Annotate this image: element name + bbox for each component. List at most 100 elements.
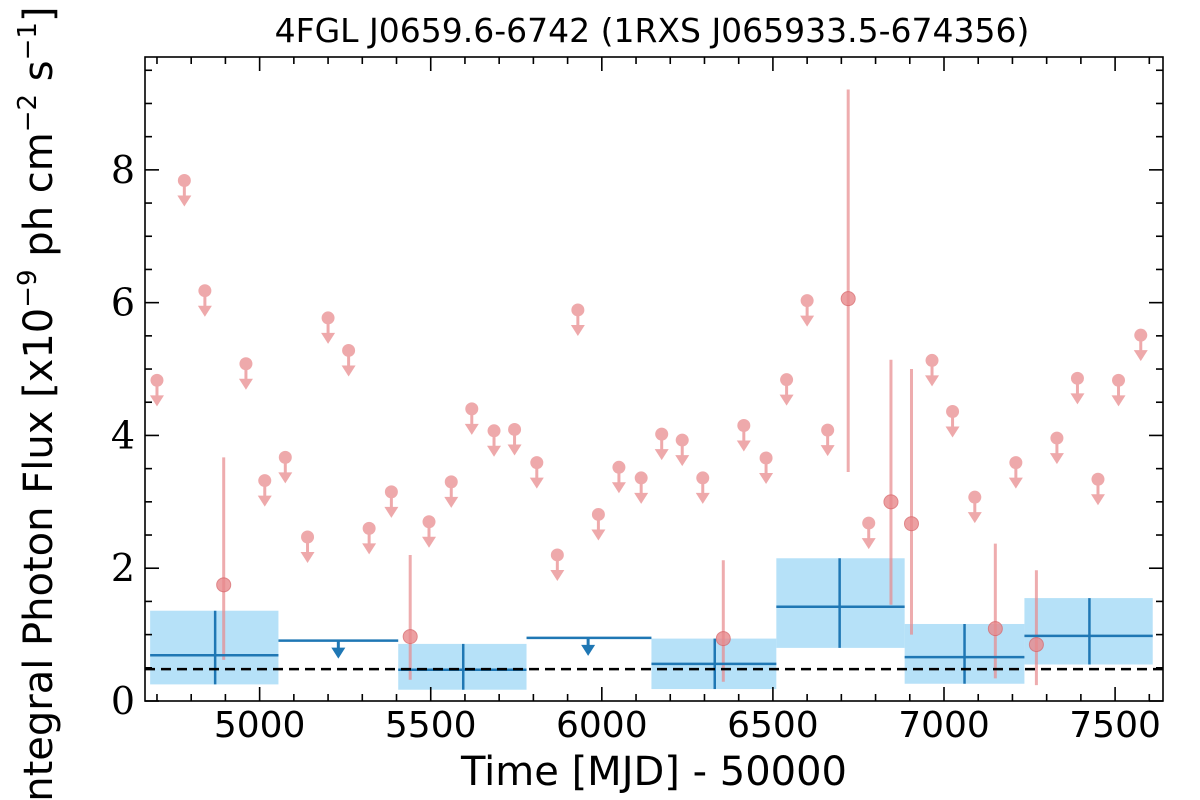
yearly-detection-3 <box>651 638 777 690</box>
monthly-upper-limit-35-head <box>1008 477 1023 489</box>
monthly-upper-limit-marker-5 <box>258 474 272 488</box>
monthly-upper-limit-5 <box>257 474 272 507</box>
yearly-upper-limit-arrow-2 <box>581 637 596 656</box>
monthly-upper-limit-marker-9 <box>342 343 356 357</box>
yearly-upper-limit-1 <box>278 639 399 659</box>
monthly-upper-limit-15-head <box>487 445 502 457</box>
monthly-upper-limit-marker-35 <box>1009 456 1023 470</box>
monthly-upper-limit-marker-23 <box>655 427 669 441</box>
monthly-upper-limit-17 <box>529 456 544 489</box>
monthly-upper-limit-marker-22 <box>634 471 648 485</box>
y-tick-label: 4 <box>111 413 135 457</box>
monthly-upper-limit-29-head <box>800 315 815 327</box>
monthly-detection-marker-8 <box>1028 637 1044 653</box>
yearly-upper-limit-arrow-1-head <box>331 647 346 659</box>
monthly-upper-limit-30 <box>820 423 835 457</box>
monthly-upper-limit-38-head <box>1090 494 1105 506</box>
monthly-detection-marker-1 <box>216 577 232 593</box>
monthly-upper-limit-24 <box>675 433 690 467</box>
monthly-upper-limit-39-head <box>1111 395 1126 407</box>
monthly-upper-limit-marker-8 <box>321 311 335 325</box>
monthly-upper-limit-marker-33 <box>946 405 960 419</box>
yearly-detection-1 <box>150 610 279 685</box>
monthly-detection-1 <box>216 457 232 660</box>
monthly-upper-limit-18-head <box>550 569 565 581</box>
monthly-upper-limit-1-head <box>149 395 164 407</box>
monthly-upper-limit-10 <box>362 521 377 555</box>
monthly-upper-limit-14-head <box>464 423 479 435</box>
monthly-upper-limit-4 <box>238 357 253 390</box>
monthly-upper-limit-marker-2 <box>177 173 191 187</box>
monthly-upper-limit-25-head <box>695 492 710 504</box>
monthly-upper-limit-34-head <box>967 512 982 524</box>
plot-frame <box>144 56 1164 702</box>
monthly-upper-limit-marker-6 <box>278 450 292 464</box>
y-tick-label: 8 <box>111 148 135 192</box>
yearly-detection-4 <box>776 558 905 648</box>
monthly-upper-limit-marker-14 <box>465 402 479 416</box>
monthly-upper-limit-24-head <box>675 455 690 467</box>
monthly-upper-limit-26 <box>736 418 751 452</box>
monthly-upper-limit-13-head <box>444 496 459 508</box>
monthly-upper-limit-8 <box>321 311 336 344</box>
monthly-upper-limit-16-head <box>507 444 522 456</box>
monthly-upper-limit-marker-39 <box>1112 373 1126 387</box>
monthly-upper-limit-32 <box>925 353 940 387</box>
monthly-upper-limit-30-head <box>820 445 835 457</box>
monthly-upper-limit-marker-36 <box>1050 431 1064 445</box>
monthly-upper-limit-32-head <box>925 375 940 387</box>
monthly-detection-5 <box>883 359 899 605</box>
monthly-upper-limit-7 <box>300 530 315 564</box>
monthly-upper-limit-marker-20 <box>591 507 605 521</box>
monthly-detection-marker-5 <box>883 494 899 510</box>
monthly-upper-limit-37-head <box>1070 393 1085 405</box>
monthly-upper-limit-9 <box>341 343 356 377</box>
monthly-upper-limit-11 <box>384 485 399 518</box>
x-tick-label: 7500 <box>1069 705 1161 746</box>
y-axis-label: Integral Photon Flux [x10−9 ph cm−2 s−1] <box>13 6 62 800</box>
y-tick-label: 2 <box>111 546 135 590</box>
monthly-upper-limit-6-head <box>278 472 293 484</box>
monthly-upper-limit-marker-29 <box>800 294 814 308</box>
monthly-upper-limit-marker-18 <box>550 548 564 562</box>
x-axis-label: Time [MJD] - 50000 <box>460 749 847 795</box>
monthly-upper-limit-21-head <box>611 482 626 494</box>
monthly-upper-limit-35 <box>1008 456 1023 489</box>
monthly-upper-limit-9-head <box>341 365 356 377</box>
monthly-upper-limit-marker-28 <box>780 373 794 387</box>
monthly-detection-3 <box>715 560 731 682</box>
yearly-upper-limit-arrow-1 <box>331 640 346 659</box>
monthly-upper-limit-8-head <box>321 332 336 344</box>
monthly-upper-limit-marker-25 <box>696 471 710 485</box>
monthly-upper-limit-marker-19 <box>571 303 585 317</box>
monthly-upper-limit-10-head <box>362 543 377 555</box>
monthly-detection-marker-3 <box>715 631 731 647</box>
yearly-points-layer <box>150 558 1153 690</box>
monthly-upper-limit-22-head <box>634 492 649 504</box>
monthly-detection-marker-2 <box>402 629 418 645</box>
monthly-upper-limit-7-head <box>300 552 315 564</box>
yearly-upper-limit-arrow-2-head <box>581 644 596 656</box>
yearly-detection-6 <box>1024 598 1153 665</box>
monthly-upper-limit-31 <box>861 516 876 550</box>
monthly-upper-limit-19 <box>570 303 585 336</box>
monthly-upper-limit-36-head <box>1049 453 1064 465</box>
monthly-upper-limit-18 <box>550 548 565 581</box>
monthly-upper-limit-28-head <box>779 394 794 406</box>
monthly-upper-limit-marker-26 <box>737 418 751 432</box>
monthly-upper-limit-11-head <box>384 506 399 518</box>
monthly-detection-marker-6 <box>903 516 919 532</box>
monthly-upper-limit-marker-31 <box>862 516 876 530</box>
monthly-upper-limit-marker-1 <box>150 373 164 387</box>
monthly-upper-limit-38 <box>1090 472 1105 506</box>
monthly-upper-limit-14 <box>464 402 479 435</box>
monthly-upper-limit-marker-30 <box>821 423 835 437</box>
monthly-detection-marker-4 <box>840 291 856 307</box>
monthly-upper-limit-27 <box>759 451 774 485</box>
monthly-upper-limit-1 <box>149 373 164 407</box>
monthly-upper-limit-2-head <box>177 195 192 207</box>
monthly-upper-limit-marker-7 <box>301 530 315 544</box>
monthly-upper-limit-marker-38 <box>1091 472 1105 486</box>
monthly-upper-limit-marker-32 <box>925 353 939 367</box>
monthly-upper-limit-marker-15 <box>487 424 501 438</box>
